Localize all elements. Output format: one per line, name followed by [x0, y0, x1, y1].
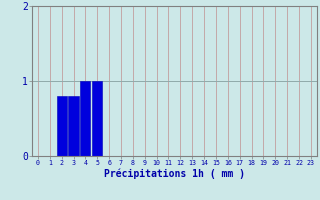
X-axis label: Précipitations 1h ( mm ): Précipitations 1h ( mm )	[104, 169, 245, 179]
Bar	[92, 81, 102, 156]
Bar	[57, 96, 67, 156]
Bar	[80, 81, 91, 156]
Bar	[68, 96, 79, 156]
